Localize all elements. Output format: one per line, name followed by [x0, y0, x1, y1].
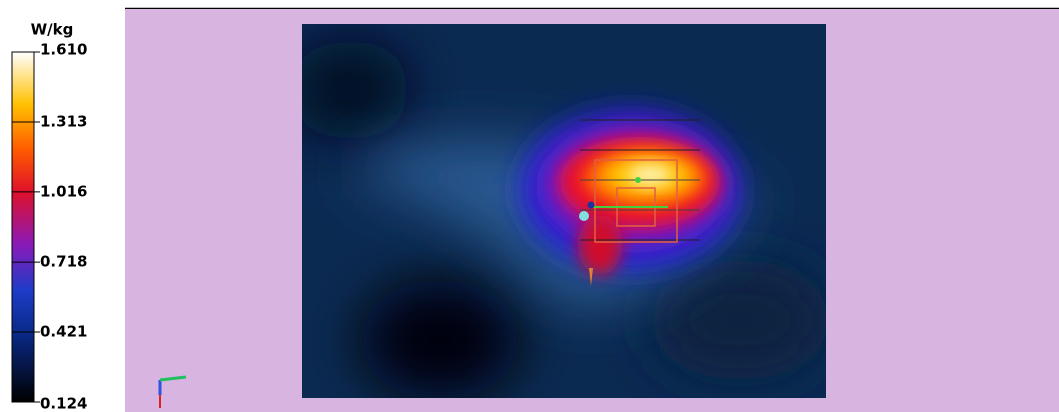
reference-marker: [579, 211, 589, 221]
colorbar-tick-label: 0.124: [40, 395, 87, 412]
probe-tip: [589, 268, 593, 286]
dark-region: [302, 40, 410, 140]
colorbar-unit: W/kg: [31, 21, 74, 39]
colorbar-tick-label: 0.718: [40, 253, 87, 271]
top-strip: [125, 0, 1059, 8]
red-tail: [578, 215, 622, 275]
dark-region: [360, 280, 520, 398]
peak: [628, 165, 672, 185]
axis-y: [159, 375, 187, 382]
colorbar-tick-label: 1.016: [40, 182, 87, 200]
peak-marker: [635, 177, 641, 183]
colorbar: [11, 51, 35, 403]
colorbar-tick-label: 0.421: [40, 323, 87, 341]
axis-triad: [158, 375, 187, 408]
zoom-cube: [594, 159, 678, 243]
colorbar-tick-label: 1.610: [40, 41, 87, 59]
sar-map: [302, 24, 826, 398]
scan-overlay: [579, 119, 700, 286]
probe-marker: [587, 201, 595, 209]
dark-region: [650, 260, 826, 380]
colorbar-tick-label: 1.313: [40, 112, 87, 130]
